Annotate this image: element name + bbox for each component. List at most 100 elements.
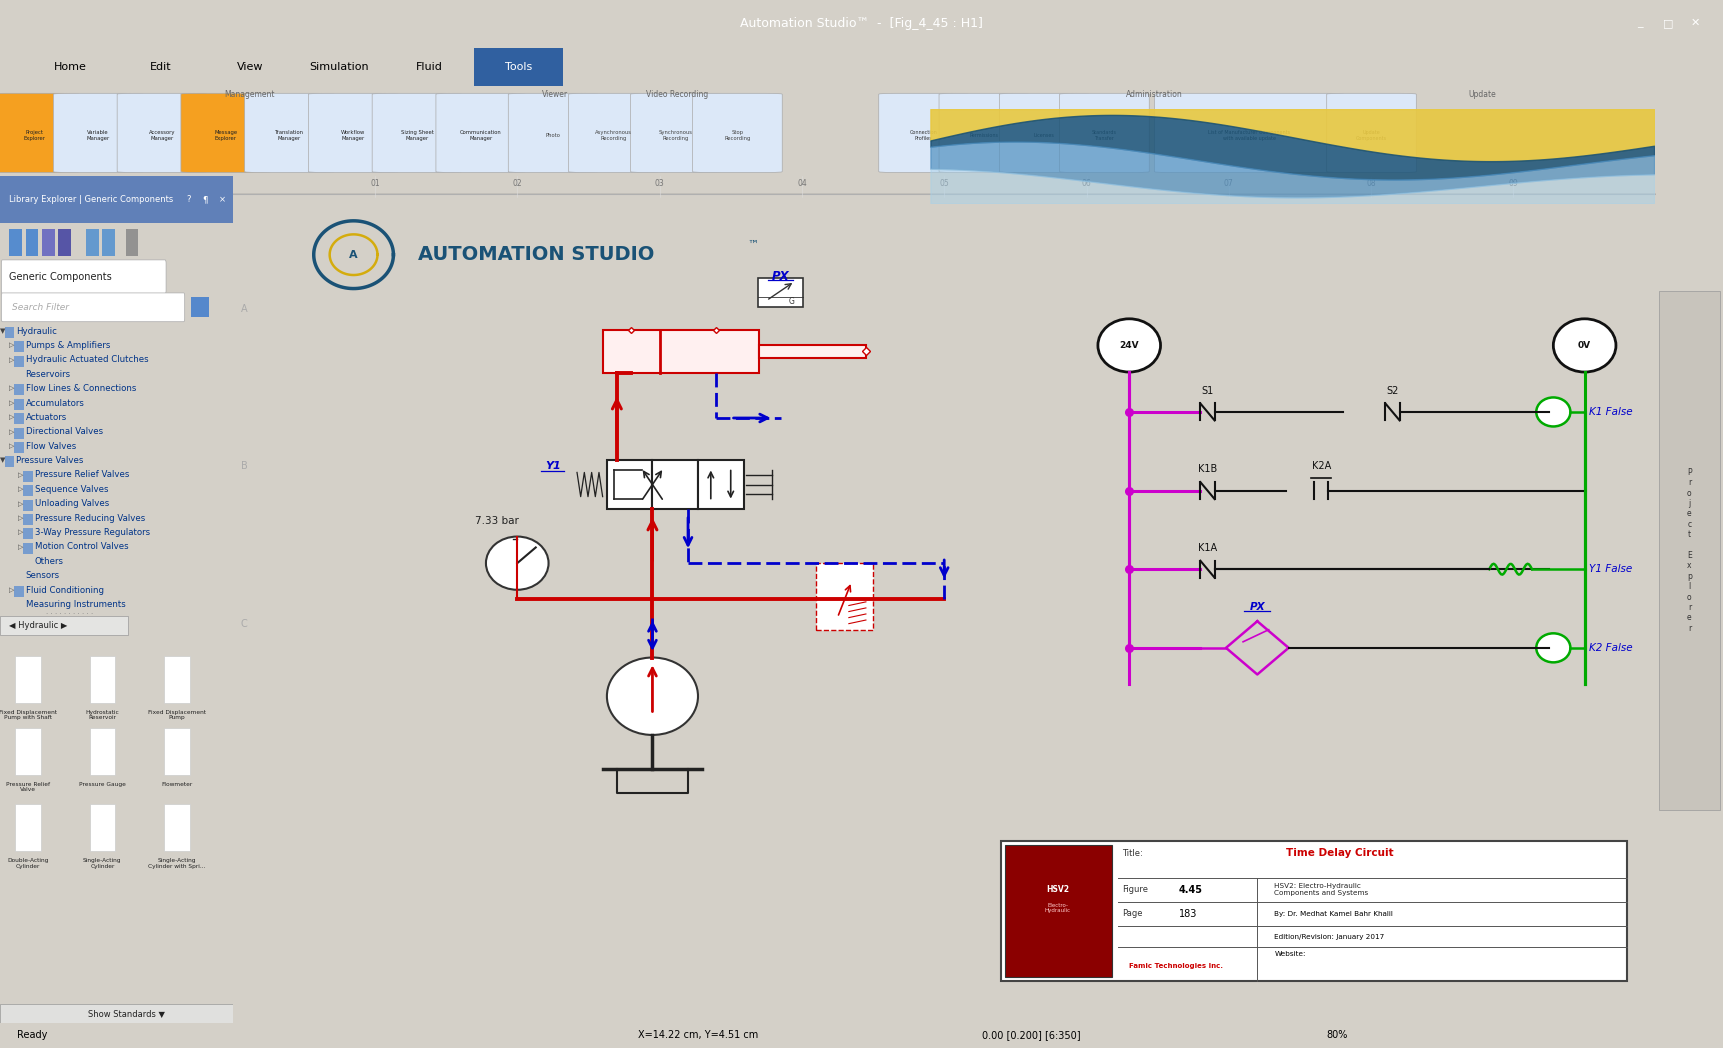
Text: 05: 05: [939, 179, 949, 189]
Text: K1B: K1B: [1197, 464, 1216, 475]
FancyBboxPatch shape: [693, 93, 782, 173]
Bar: [90, 656, 115, 703]
Bar: [102, 228, 115, 256]
Text: Pressure Relief Valves: Pressure Relief Valves: [34, 471, 129, 480]
Bar: [0, 176, 233, 222]
Bar: [41, 228, 55, 256]
Text: AUTOMATION STUDIO: AUTOMATION STUDIO: [417, 245, 655, 264]
Text: ×: ×: [219, 195, 226, 204]
Bar: [16, 728, 41, 774]
Text: Fixed Displacement
Pump with Shaft: Fixed Displacement Pump with Shaft: [0, 709, 57, 720]
Bar: [126, 228, 138, 256]
Text: Double-Acting
Cylinder: Double-Acting Cylinder: [7, 857, 48, 869]
Text: ▷: ▷: [9, 443, 14, 450]
Text: G: G: [789, 298, 794, 306]
Bar: [24, 485, 33, 496]
Text: K2A: K2A: [1311, 461, 1330, 471]
Bar: [603, 330, 760, 373]
Text: Website:: Website:: [1275, 951, 1306, 957]
Text: Stop
Recording: Stop Recording: [724, 130, 751, 141]
Text: B: B: [241, 461, 248, 472]
Bar: [24, 500, 33, 510]
FancyBboxPatch shape: [2, 293, 184, 322]
Bar: [24, 543, 33, 553]
Text: 07: 07: [1223, 179, 1234, 189]
Text: K1 False: K1 False: [1589, 407, 1632, 417]
Text: ▷: ▷: [9, 414, 14, 420]
Circle shape: [1098, 319, 1161, 372]
Bar: [698, 460, 744, 508]
Circle shape: [1537, 397, 1570, 427]
Bar: [9, 228, 22, 256]
Text: ▷: ▷: [19, 516, 24, 521]
Text: View: View: [236, 62, 264, 72]
Text: Photo: Photo: [546, 133, 560, 138]
Bar: [653, 460, 698, 508]
Text: Tools: Tools: [505, 62, 532, 72]
Text: Y1: Y1: [544, 461, 560, 472]
Text: S2: S2: [1387, 386, 1399, 396]
Text: PX: PX: [772, 270, 789, 283]
Text: ▷: ▷: [19, 529, 24, 536]
Text: ◀ Hydraulic ▶: ◀ Hydraulic ▶: [9, 621, 67, 630]
Text: Fluid Conditioning: Fluid Conditioning: [26, 586, 103, 594]
Text: Single-Acting
Cylinder: Single-Acting Cylinder: [83, 857, 122, 869]
Circle shape: [606, 657, 698, 735]
Text: ▷: ▷: [9, 429, 14, 435]
Text: Figure: Figure: [1122, 886, 1148, 894]
Text: · · · · · · · · · · ·: · · · · · · · · · · ·: [47, 611, 93, 617]
Text: ▼: ▼: [0, 458, 5, 463]
FancyBboxPatch shape: [879, 93, 968, 173]
Text: Time Delay Circuit: Time Delay Circuit: [1285, 849, 1394, 858]
FancyBboxPatch shape: [117, 93, 207, 173]
Text: Y1 False: Y1 False: [1589, 564, 1632, 574]
Text: Reservoirs: Reservoirs: [26, 370, 71, 378]
Bar: [0, 616, 128, 635]
Text: Management: Management: [224, 90, 276, 99]
Text: ▷: ▷: [19, 501, 24, 507]
FancyBboxPatch shape: [1154, 93, 1344, 173]
Bar: [1001, 842, 1627, 981]
Text: Project
Explorer: Project Explorer: [24, 130, 45, 141]
FancyBboxPatch shape: [1060, 93, 1149, 173]
Text: HSV2: HSV2: [1046, 886, 1070, 894]
Text: _: _: [1637, 18, 1644, 28]
Text: Pressure Relief
Valve: Pressure Relief Valve: [5, 782, 50, 792]
Text: Automation Studio™  -  [Fig_4_45 : H1]: Automation Studio™ - [Fig_4_45 : H1]: [741, 17, 982, 29]
Bar: [1122, 955, 1235, 977]
Text: Measuring Instruments: Measuring Instruments: [26, 601, 126, 609]
Text: Viewer: Viewer: [541, 90, 569, 99]
Bar: [5, 456, 14, 467]
Bar: [760, 345, 867, 358]
Bar: [14, 442, 24, 453]
Text: Library Explorer | Generic Components: Library Explorer | Generic Components: [9, 195, 174, 204]
Text: Single-Acting
Cylinder with Spri...: Single-Acting Cylinder with Spri...: [148, 857, 205, 869]
Text: C: C: [241, 618, 248, 629]
Text: ?: ?: [186, 195, 191, 204]
Text: Flowmeter: Flowmeter: [162, 782, 193, 786]
Bar: [164, 656, 190, 703]
Text: ▷: ▷: [19, 486, 24, 493]
FancyBboxPatch shape: [436, 93, 526, 173]
Bar: [5, 327, 14, 337]
Text: Edition/Revision: January 2017: Edition/Revision: January 2017: [1275, 934, 1385, 940]
Bar: [191, 298, 210, 318]
Text: P
r
o
j
e
c
t
 
E
x
p
l
o
r
e
r: P r o j e c t E x p l o r e r: [1687, 467, 1692, 633]
Bar: [26, 228, 38, 256]
Text: Fixed Displacement
Pump: Fixed Displacement Pump: [148, 709, 205, 720]
Bar: [474, 48, 563, 86]
FancyBboxPatch shape: [939, 93, 1029, 173]
Text: Accumulators: Accumulators: [26, 398, 84, 408]
Text: 7.33 bar: 7.33 bar: [474, 516, 519, 526]
Text: 08: 08: [1366, 179, 1377, 189]
Text: ▷: ▷: [9, 400, 14, 406]
FancyBboxPatch shape: [0, 93, 79, 173]
Text: HSV2: Electro-Hydraulic
Components and Systems: HSV2: Electro-Hydraulic Components and S…: [1275, 883, 1368, 896]
Text: Licenses: Licenses: [1034, 133, 1054, 138]
Text: 06: 06: [1082, 179, 1091, 189]
FancyBboxPatch shape: [181, 93, 271, 173]
Bar: [14, 385, 24, 395]
Bar: [14, 586, 24, 597]
Text: Show Standards ▼: Show Standards ▼: [88, 1009, 165, 1018]
Text: Simulation: Simulation: [310, 62, 369, 72]
